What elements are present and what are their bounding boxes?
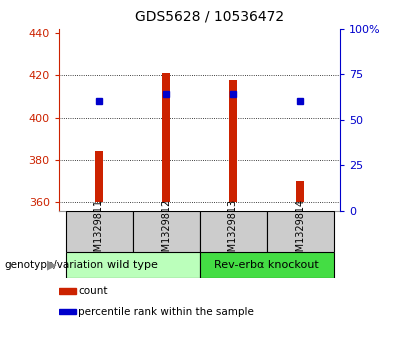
Text: GSM1329812: GSM1329812	[161, 199, 171, 264]
Text: ▶: ▶	[47, 258, 57, 272]
Bar	[296, 181, 304, 202]
Text: wild type: wild type	[107, 260, 158, 270]
Bar	[59, 288, 76, 294]
Bar	[95, 151, 103, 202]
Bar	[162, 73, 170, 202]
Text: Rev-erbα knockout: Rev-erbα knockout	[214, 260, 319, 270]
Bar	[66, 211, 132, 252]
Bar	[267, 211, 333, 252]
Text: count: count	[79, 286, 108, 296]
Text: GDS5628 / 10536472: GDS5628 / 10536472	[135, 9, 285, 23]
Bar	[200, 211, 267, 252]
Text: GSM1329811: GSM1329811	[94, 199, 104, 264]
Bar	[59, 309, 76, 314]
Bar	[132, 211, 200, 252]
Text: GSM1329814: GSM1329814	[295, 199, 305, 264]
Bar	[229, 80, 237, 202]
Bar	[66, 252, 200, 278]
Text: percentile rank within the sample: percentile rank within the sample	[79, 307, 255, 317]
Bar	[200, 252, 333, 278]
Text: genotype/variation: genotype/variation	[4, 260, 103, 270]
Text: GSM1329813: GSM1329813	[228, 199, 238, 264]
